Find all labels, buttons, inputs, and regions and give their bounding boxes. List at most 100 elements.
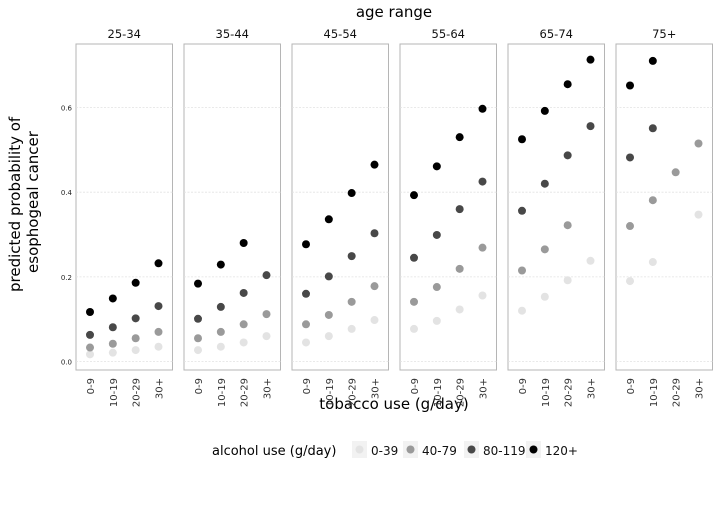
data-point: [239, 238, 248, 247]
data-point: [410, 253, 418, 262]
data-point: [239, 338, 248, 347]
data-point: [586, 55, 595, 64]
x-tick-label: 20-29: [240, 378, 251, 407]
data-point: [455, 205, 464, 214]
facet-label: 55-64: [432, 27, 465, 41]
legend-marker: [406, 445, 415, 454]
x-tick-label: 20-29: [348, 378, 359, 407]
facet-panel-35-44: 35-44 0-9 10-19 20-29 30+: [183, 27, 281, 407]
data-point: [432, 283, 441, 292]
facet-panel-65-74: 65-74 0-9 10-19 20-29 30+: [507, 27, 605, 407]
data-point: [410, 191, 418, 200]
x-tick-label: 10-19: [109, 378, 120, 407]
data-point: [478, 177, 487, 186]
data-point: [216, 342, 225, 351]
y-tick-label: 0.6: [61, 105, 73, 113]
data-point: [671, 168, 680, 177]
data-point: [131, 334, 140, 343]
data-point: [648, 56, 657, 65]
data-point: [324, 332, 333, 341]
data-point: [432, 230, 441, 239]
data-point: [455, 133, 464, 142]
data-point: [478, 243, 487, 252]
data-point: [154, 342, 163, 351]
data-point: [262, 332, 271, 341]
x-tick-label: 0-9: [194, 378, 205, 394]
facet-label: 75+: [652, 27, 676, 41]
x-tick-label: 20-29: [672, 378, 683, 407]
data-point: [131, 278, 140, 287]
data-point: [540, 106, 549, 115]
legend-label: 0-39: [371, 444, 398, 458]
data-point: [626, 277, 634, 286]
data-point: [131, 346, 140, 355]
x-tick-label: 0-9: [518, 378, 529, 394]
facet-label: 35-44: [216, 27, 249, 41]
data-point: [518, 206, 526, 215]
x-tick-label: 0-9: [626, 378, 637, 394]
facet-panel-55-64: 55-64 0-9 10-19 20-29 30+: [399, 27, 497, 407]
data-point: [370, 282, 379, 291]
legend-marker: [467, 445, 476, 454]
x-tick-label: 10-19: [217, 378, 228, 407]
data-point: [216, 260, 225, 269]
data-point: [478, 291, 487, 300]
facet-label: 45-54: [324, 27, 357, 41]
x-tick-label: 30+: [263, 378, 274, 399]
x-tick-label: 20-29: [132, 378, 143, 407]
x-tick-label: 0-9: [302, 378, 313, 394]
y-tick-label: 0.4: [61, 189, 73, 197]
data-point: [626, 222, 634, 231]
data-point: [347, 189, 356, 198]
data-point: [410, 324, 418, 333]
data-point: [86, 343, 94, 352]
data-point: [302, 240, 310, 249]
data-point: [432, 316, 441, 325]
data-point: [586, 122, 595, 131]
legend-item: 120+: [526, 441, 578, 458]
x-tick-label: 30+: [155, 378, 166, 399]
data-point: [108, 294, 117, 303]
facet-label: 65-74: [540, 27, 573, 41]
x-tick-label: 10-19: [649, 378, 660, 407]
data-point: [239, 320, 248, 329]
x-tick-label: 30+: [695, 378, 706, 399]
data-point: [302, 338, 310, 347]
x-tick-label: 30+: [587, 378, 598, 399]
legend-item: 0-39: [352, 441, 398, 458]
facet-label: 25-34: [108, 27, 141, 41]
data-point: [694, 139, 703, 148]
data-point: [626, 153, 634, 162]
data-point: [518, 266, 526, 275]
data-point: [563, 151, 572, 160]
data-point: [194, 346, 202, 355]
x-tick-label: 30+: [371, 378, 382, 399]
data-point: [626, 81, 634, 90]
data-point: [540, 245, 549, 254]
data-point: [194, 279, 202, 288]
y-axis-label-line-1: predicted probability of: [6, 116, 24, 292]
data-point: [455, 305, 464, 314]
data-point: [86, 350, 94, 359]
data-point: [154, 259, 163, 268]
data-point: [324, 310, 333, 319]
panel-border: [399, 43, 497, 371]
data-point: [324, 272, 333, 281]
data-point: [370, 160, 379, 169]
legend-title: alcohol use (g/day): [212, 444, 336, 459]
data-point: [324, 215, 333, 224]
y-tick-label: 0.0: [61, 359, 72, 367]
x-tick-label: 10-19: [325, 378, 336, 407]
data-point: [586, 256, 595, 265]
data-point: [563, 80, 572, 89]
data-point: [302, 320, 310, 329]
y-axis-label-line-2: esophogeal cancer: [24, 130, 42, 273]
data-point: [370, 229, 379, 238]
data-point: [154, 302, 163, 311]
panel-border: [615, 43, 713, 371]
data-point: [86, 330, 94, 339]
panel-border: [291, 43, 389, 371]
data-point: [108, 323, 117, 332]
x-tick-label: 10-19: [541, 378, 552, 407]
